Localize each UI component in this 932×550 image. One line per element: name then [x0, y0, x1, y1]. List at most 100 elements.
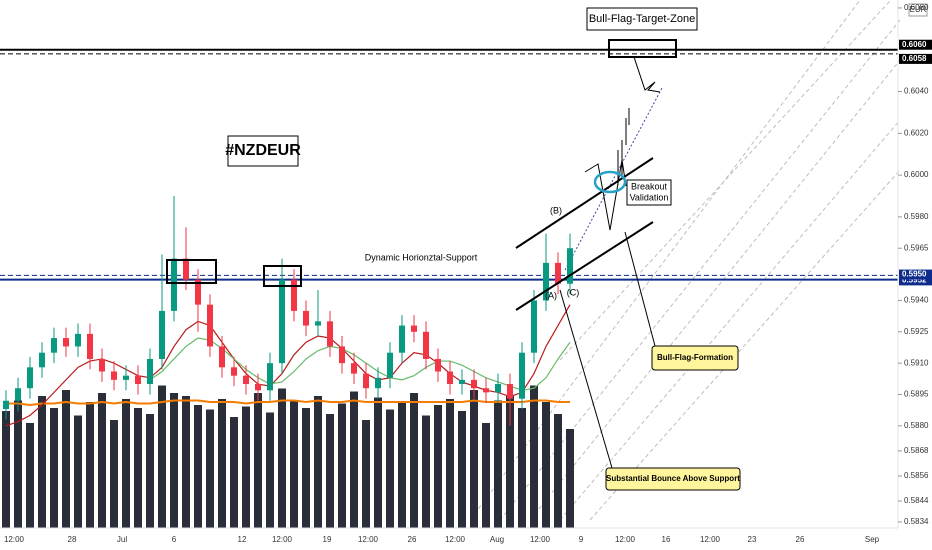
candle-body [495, 384, 501, 393]
volume-bar [170, 393, 178, 528]
candle-body [531, 300, 537, 353]
x-tick-label: 12:00 [700, 535, 721, 544]
volume-bar [254, 393, 262, 528]
volume-ma-line [6, 399, 570, 407]
drawings [166, 39, 677, 311]
candle-body [447, 371, 453, 385]
candle-body [279, 279, 285, 364]
support-label: Dynamic Horionztal-Support [365, 252, 478, 262]
volume-bar [158, 385, 166, 528]
level-tag [899, 39, 932, 50]
x-tick-label: 12:00 [4, 535, 25, 544]
level-tag [899, 53, 932, 64]
volume-bar [386, 409, 394, 528]
x-tick-label: Aug [490, 535, 504, 544]
candle-body [423, 331, 429, 359]
volume-bar [182, 396, 190, 528]
plot [0, 48, 898, 528]
candle-body [147, 358, 153, 385]
y-tick-label: 0.5868 [904, 446, 929, 455]
x-tick-label: 9 [579, 535, 584, 544]
candle-body [519, 352, 525, 399]
volume-bar [74, 415, 82, 528]
candle-body [123, 375, 129, 380]
y-tick-label: 0.5940 [904, 296, 929, 305]
y-tick-label: 0.5980 [904, 212, 929, 221]
x-tick-label: 19 [323, 535, 332, 544]
candle-body [291, 279, 297, 311]
candle-body [387, 352, 393, 378]
wave-label: (B) [550, 205, 562, 215]
callout [605, 467, 741, 491]
x-tick-label: 26 [408, 535, 417, 544]
volume-bar [494, 400, 502, 528]
candle-body [339, 346, 345, 364]
y-tick-label: 0.6080 [904, 3, 929, 12]
volume-bar [566, 429, 574, 528]
volume-bar [50, 408, 58, 528]
volume-bar [554, 414, 562, 528]
volume-bar [86, 402, 94, 528]
volume-bar [242, 406, 250, 528]
volume-bar [518, 408, 526, 528]
x-tick-label: Sep [865, 535, 880, 544]
candle-body [363, 373, 369, 389]
x-tick-label: 12 [238, 535, 247, 544]
volume-bar [530, 385, 538, 528]
axes: 0.6080 0.6040 0.6020 0.6000 0.5980 0.5965 0.59… [4, 3, 932, 544]
currency-box [908, 3, 928, 17]
volume-bar [62, 390, 70, 528]
y-tick-label: 0.5834 [904, 517, 929, 526]
volume-bar [422, 415, 430, 528]
volume-bar [314, 396, 322, 528]
x-tick-label: 12:00 [272, 535, 293, 544]
candle-body [3, 400, 9, 410]
volume-bar [266, 412, 274, 528]
volume-bar [122, 399, 130, 528]
volume-bar [362, 420, 370, 528]
y-tick-label: 0.5844 [904, 496, 929, 505]
callout [651, 345, 739, 371]
x-tick-label: 28 [68, 535, 77, 544]
breakout-label: Validation [630, 192, 669, 202]
y-tick-label: 0.5895 [904, 390, 929, 399]
candle-body [267, 363, 273, 391]
volume-bar [458, 411, 466, 528]
currency-label: EUR [910, 5, 927, 14]
x-tick-label: 26 [796, 535, 805, 544]
volume-bar [38, 396, 46, 528]
candle-body [315, 321, 321, 326]
volume-bar [206, 409, 214, 528]
volume-bar [542, 402, 550, 528]
level-label: 0.5952 [902, 275, 927, 284]
target-box [586, 7, 698, 31]
y-tick-label: 0.5925 [904, 327, 929, 336]
candle-body [459, 379, 465, 385]
volume-bar [434, 405, 442, 528]
candle-body [135, 375, 141, 385]
level-tag [899, 275, 932, 286]
volume-bar [470, 390, 478, 528]
candle-body [207, 304, 213, 347]
candle-body [435, 358, 441, 372]
volume-bar [446, 399, 454, 528]
volume-bar [218, 399, 226, 528]
breakout-box [626, 179, 672, 206]
x-tick-label: 23 [748, 535, 757, 544]
x-tick-label: 12:00 [358, 535, 379, 544]
volume-bar [398, 402, 406, 528]
volume-bar [146, 414, 154, 528]
x-tick-label: 6 [172, 535, 177, 544]
volume-bar [374, 397, 382, 528]
candle-body [483, 388, 489, 393]
volume-bar [14, 400, 22, 528]
volume-bar [350, 391, 358, 528]
candle-body [99, 358, 105, 372]
candle-body [255, 384, 261, 391]
chart-title: #NZDEUR [225, 142, 301, 159]
candle-body [111, 371, 117, 380]
x-tick-label: Jul [117, 535, 127, 544]
volume-bar [482, 423, 490, 528]
target-zone-label: Bull-Flag-Target-Zone [589, 13, 695, 25]
